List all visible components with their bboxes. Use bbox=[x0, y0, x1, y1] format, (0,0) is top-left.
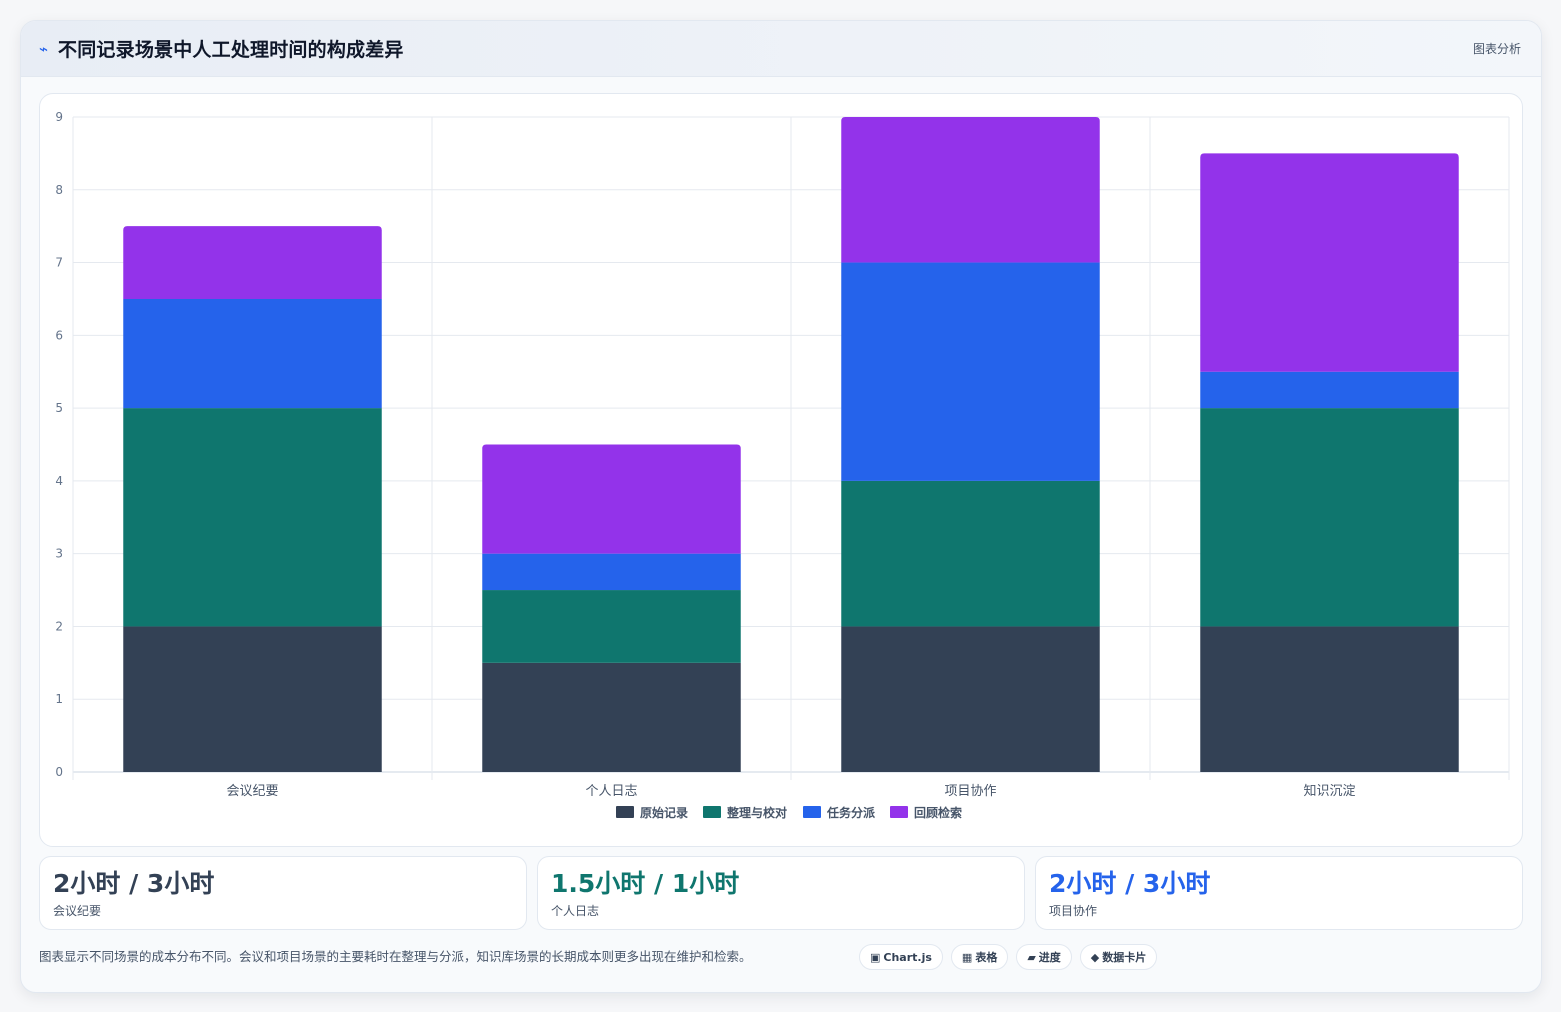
stat-cards: 2小时 / 3小时 会议纪要 1.5小时 / 1小时 个人日志 2小时 / 3小… bbox=[39, 856, 1523, 930]
stat-card: 2小时 / 3小时 会议纪要 bbox=[39, 856, 527, 930]
bar-segment bbox=[841, 626, 1100, 772]
x-tick-label: 项目协作 bbox=[944, 784, 996, 799]
chip-progress[interactable]: ▰ 进度 bbox=[1016, 944, 1072, 970]
tech-chips: ▣ Chart.js ▦ 表格 ▰ 进度 ◆ 数据卡片 bbox=[859, 944, 1158, 970]
diamond-icon: ◆ bbox=[1090, 950, 1100, 964]
y-tick-label: 5 bbox=[55, 401, 63, 415]
bar-segment bbox=[1200, 408, 1459, 627]
stat-card: 1.5小时 / 1小时 个人日志 bbox=[537, 856, 1025, 930]
table-grid-icon: ▦ bbox=[961, 950, 973, 964]
legend-swatch bbox=[890, 806, 908, 818]
bar-segment bbox=[841, 117, 1100, 263]
chip-table[interactable]: ▦ 表格 bbox=[950, 944, 1009, 970]
bar-segment bbox=[1200, 626, 1459, 772]
stat-value: 1.5小时 / 1小时 bbox=[551, 869, 740, 898]
legend-swatch bbox=[803, 806, 821, 818]
y-tick-label: 1 bbox=[55, 692, 63, 706]
stat-label: 会议纪要 bbox=[53, 904, 102, 918]
x-tick-label: 个人日志 bbox=[585, 784, 637, 799]
bar-segment bbox=[123, 626, 382, 772]
y-tick-label: 2 bbox=[55, 619, 63, 633]
y-tick-label: 3 bbox=[55, 547, 63, 561]
bar-segment bbox=[123, 226, 382, 299]
y-tick-label: 9 bbox=[55, 110, 63, 124]
footer-note: 图表显示不同场景的成本分布不同。会议和项目场景的主要耗时在整理与分派，知识库场景… bbox=[39, 949, 752, 964]
bar-segment bbox=[482, 553, 741, 591]
chip-label: 表格 bbox=[975, 951, 998, 964]
legend-label: 回顾检索 bbox=[914, 805, 962, 820]
bar-segment bbox=[1200, 371, 1459, 409]
chip-chartjs[interactable]: ▣ Chart.js bbox=[859, 944, 943, 970]
bar-segment bbox=[482, 662, 741, 772]
progress-bar-icon: ▰ bbox=[1027, 950, 1036, 964]
bar-segment bbox=[123, 408, 382, 627]
chip-label: Chart.js bbox=[883, 950, 932, 964]
chart-title: 不同记录场景中人工处理时间的构成差异 bbox=[58, 39, 404, 61]
x-tick-label: 知识沉淀 bbox=[1303, 783, 1355, 799]
chart-panel: 0 1 2 3 4 5 6 7 8 9 会议纪要 个人日志 项目协作 知识沉淀原始记录 整理与校对 任务分派 回… bbox=[39, 93, 1523, 847]
bar-segment bbox=[1200, 153, 1459, 372]
legend-label: 任务分派 bbox=[826, 805, 876, 820]
y-tick-label: 8 bbox=[55, 183, 63, 197]
bar-segment bbox=[123, 298, 382, 409]
y-tick-label: 6 bbox=[55, 328, 63, 342]
y-tick-label: 0 bbox=[55, 765, 63, 779]
chart-card: ⌁ 不同记录场景中人工处理时间的构成差异 图表分析 0 1 2 3 4 5 6 7 8 9 会议纪要… bbox=[20, 20, 1542, 993]
chip-label: 进度 bbox=[1038, 951, 1061, 964]
y-tick-label: 4 bbox=[55, 474, 63, 488]
stat-value: 2小时 / 3小时 bbox=[53, 869, 215, 898]
lightning-icon: ⌁ bbox=[39, 39, 49, 58]
chip-data-card[interactable]: ◆ 数据卡片 bbox=[1079, 944, 1158, 970]
stat-label: 项目协作 bbox=[1049, 904, 1098, 918]
footer: 图表显示不同场景的成本分布不同。会议和项目场景的主要耗时在整理与分派，知识库场景… bbox=[39, 942, 1523, 976]
bar-segment bbox=[841, 480, 1100, 627]
stat-card: 2小时 / 3小时 项目协作 bbox=[1035, 856, 1523, 930]
legend-label: 整理与校对 bbox=[726, 805, 787, 820]
y-tick-label: 7 bbox=[55, 256, 63, 270]
header-tag: 图表分析 bbox=[1472, 42, 1521, 56]
bar-segment bbox=[841, 262, 1100, 481]
bar-segment bbox=[482, 444, 741, 554]
chart-box-icon: ▣ bbox=[870, 950, 881, 964]
legend-label: 原始记录 bbox=[640, 805, 688, 820]
legend-swatch bbox=[616, 806, 634, 818]
card-header: ⌁ 不同记录场景中人工处理时间的构成差异 图表分析 bbox=[21, 21, 1541, 77]
chip-label: 数据卡片 bbox=[1102, 951, 1147, 964]
legend-swatch bbox=[703, 806, 721, 818]
bar-segment bbox=[482, 590, 741, 663]
stat-label: 个人日志 bbox=[551, 904, 600, 918]
x-tick-label: 会议纪要 bbox=[226, 784, 278, 799]
stat-value: 2小时 / 3小时 bbox=[1049, 869, 1211, 898]
